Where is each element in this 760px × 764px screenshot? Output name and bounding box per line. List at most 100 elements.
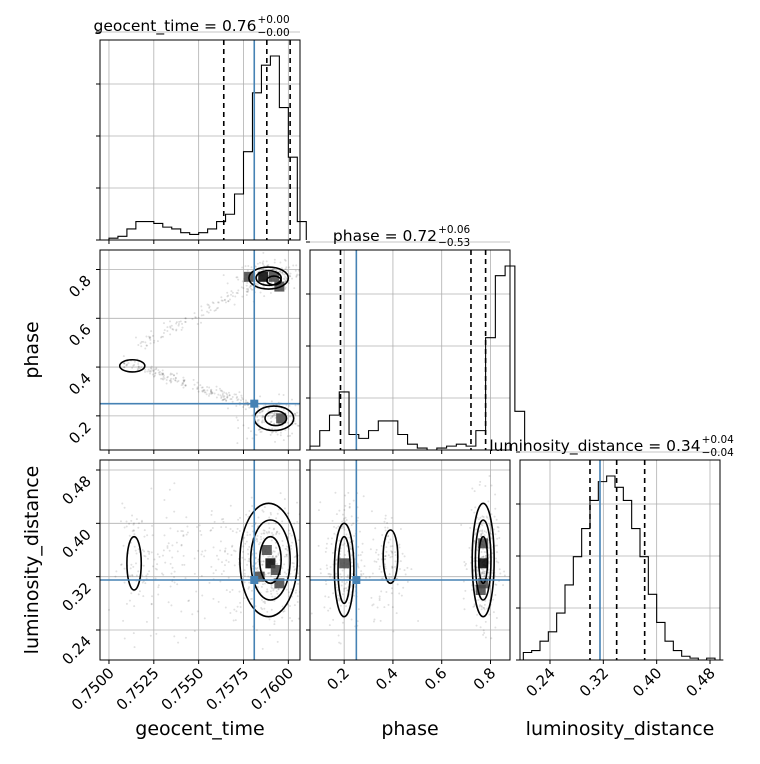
sample-point [348, 502, 351, 505]
sample-point [236, 419, 239, 422]
sample-point [273, 623, 276, 626]
sample-point [268, 618, 271, 621]
panel-frame [99, 459, 301, 661]
sample-point [345, 533, 348, 536]
panel-frame [99, 249, 301, 451]
sample-point [184, 317, 187, 320]
sample-point [142, 340, 145, 343]
sample-point [273, 596, 276, 599]
sample-point [339, 642, 342, 645]
sample-point [261, 414, 264, 417]
sample-point [157, 616, 160, 619]
sample-point [267, 415, 270, 418]
y-tick-label: 0.48 [58, 472, 94, 508]
sample-point [178, 320, 181, 323]
sample-point [132, 632, 135, 635]
sample-point [269, 590, 272, 593]
sample-point [284, 259, 287, 262]
sample-point [385, 591, 388, 594]
sample-point [210, 388, 213, 391]
sample-point [335, 559, 338, 562]
sample-point [492, 611, 495, 614]
sample-point [332, 592, 335, 595]
sample-point [276, 640, 279, 643]
panel-frame [99, 39, 301, 241]
sample-point [471, 487, 474, 490]
sample-point [344, 554, 347, 557]
sample-point [135, 518, 138, 521]
sample-point [181, 530, 184, 533]
sample-point [206, 310, 209, 313]
sample-point [356, 516, 359, 519]
sample-point [483, 550, 486, 553]
sample-point [220, 518, 223, 521]
sample-point [267, 264, 270, 267]
sample-point [175, 322, 178, 325]
sample-point [480, 608, 483, 611]
sample-point [270, 532, 273, 535]
sample-point [194, 316, 197, 319]
sample-point [330, 543, 333, 546]
sample-point [379, 619, 382, 622]
sample-point [357, 566, 360, 569]
sample-point [486, 516, 489, 519]
sample-point [262, 600, 265, 603]
sample-point [293, 522, 296, 525]
sample-point [142, 595, 145, 598]
sample-point [246, 534, 249, 537]
sample-point [161, 373, 164, 376]
sample-point [255, 538, 258, 541]
sample-point [144, 582, 147, 585]
sample-point [263, 532, 266, 535]
sample-point [477, 518, 480, 521]
sample-point [224, 398, 227, 401]
sample-point [247, 587, 250, 590]
sample-point [182, 379, 185, 382]
sample-point [259, 428, 262, 431]
contour-line [264, 410, 288, 427]
sample-point [375, 560, 378, 563]
sample-point [220, 299, 223, 302]
sample-point [268, 527, 271, 530]
sample-point [291, 432, 294, 435]
sample-point [275, 517, 278, 520]
sample-point [271, 595, 274, 598]
sample-point [167, 542, 170, 545]
sample-point [272, 589, 275, 592]
sample-point [346, 589, 349, 592]
sample-point [149, 338, 152, 341]
sample-point [284, 429, 287, 432]
sample-point [169, 562, 172, 565]
sample-point [175, 321, 178, 324]
sample-point [294, 404, 297, 407]
sample-point [245, 540, 248, 543]
sample-point [473, 603, 476, 606]
sample-point [211, 301, 214, 304]
sample-point [488, 524, 491, 527]
sample-point [284, 268, 287, 271]
sample-point [203, 555, 206, 558]
sample-point [389, 538, 392, 541]
sample-point [169, 381, 172, 384]
panel-content [310, 460, 510, 660]
sample-point [343, 588, 346, 591]
sample-point [294, 269, 297, 272]
sample-point [235, 404, 238, 407]
sample-point [293, 287, 296, 290]
sample-point [225, 399, 228, 402]
sample-point [292, 565, 295, 568]
sample-point [260, 598, 263, 601]
sample-point [254, 561, 257, 564]
sample-point [137, 362, 140, 365]
sample-point [185, 516, 188, 519]
sample-point [275, 533, 278, 536]
sample-point [267, 427, 270, 430]
sample-point [248, 510, 251, 513]
sample-point [146, 344, 149, 347]
sample-point [170, 324, 173, 327]
sample-point [343, 542, 346, 545]
sample-point [151, 334, 154, 337]
sample-point [240, 396, 243, 399]
sample-point [370, 596, 373, 599]
sample-point [284, 279, 287, 282]
